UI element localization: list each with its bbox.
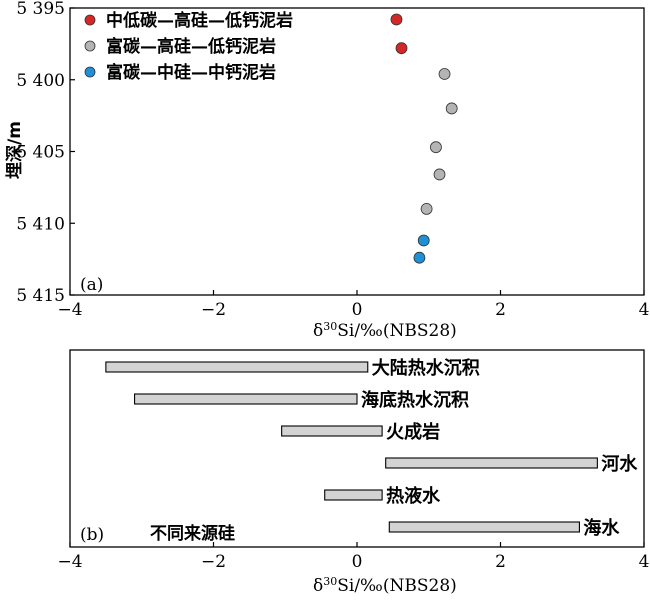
x-tick-label: 0 [352, 552, 363, 572]
x-tick-label: 4 [639, 552, 650, 572]
data-point-series-3 [413, 251, 426, 264]
range-bar [385, 457, 598, 469]
data-point-series-3 [417, 234, 430, 247]
data-point-series-2 [433, 168, 446, 181]
panel-a-points [390, 13, 458, 264]
data-point-series-2 [438, 68, 451, 80]
x-tick-label: 2 [495, 552, 506, 572]
panel-b-frame [69, 349, 645, 548]
panel-a-label: (a) [80, 275, 103, 295]
x-tick-label: 2 [495, 300, 506, 320]
x-tick-label: 4 [639, 300, 650, 320]
legend-entry: 富碳—高硅—低钙泥岩 [106, 36, 276, 57]
panel-a-ticks: −4 −2 0 2 4 5 395 5 400 5 405 5 410 5 415 [16, 0, 649, 320]
y-tick-label: 5 415 [16, 286, 65, 306]
panel-b-ticks: −4 −2 0 2 4 [57, 542, 649, 572]
data-point-series-2 [420, 202, 433, 215]
legend-marker [84, 66, 96, 78]
panel-a-ylabel: 埋深/m [4, 121, 25, 179]
range-label: 河水 [601, 453, 638, 475]
y-tick-label: 5 400 [16, 71, 65, 91]
y-tick-label: 5 410 [16, 214, 65, 234]
range-label: 海水 [583, 517, 620, 539]
range-label: 大陆热水沉积 [372, 357, 480, 379]
data-point-series-2 [445, 102, 458, 115]
range-label: 热液水 [386, 485, 441, 507]
panel-b-annotation: 不同来源硅 [150, 523, 235, 544]
x-tick-label: −2 [201, 300, 226, 320]
range-label: 海底热水沉积 [361, 389, 469, 411]
range-bar [281, 425, 383, 437]
x-tick-label: −4 [57, 300, 82, 320]
legend-marker [84, 40, 96, 52]
range-label: 火成岩 [386, 421, 440, 443]
panel-b-xlabel: δ30Si/‰(NBS28) [313, 575, 457, 597]
range-bar [324, 489, 383, 501]
range-bar [134, 393, 358, 405]
panel-a-scatter: −4 −2 0 2 4 5 395 5 400 5 405 5 410 5 415 中低碳—高硅—… [4, 0, 649, 341]
y-tick-label: 5 395 [16, 0, 65, 19]
range-bar [105, 361, 369, 373]
y-tick-label: 5 405 [16, 143, 65, 163]
legend-entry: 中低碳—高硅—低钙泥岩 [106, 10, 293, 31]
data-point-series-1 [390, 13, 403, 26]
panel-a-xlabel: δ30Si/‰(NBS28) [313, 320, 457, 342]
x-tick-label: −4 [57, 552, 82, 572]
data-point-series-2 [430, 141, 442, 154]
data-point-series-1 [395, 42, 408, 55]
x-tick-label: 0 [352, 300, 363, 320]
x-tick-label: −2 [201, 552, 226, 572]
range-bar [388, 521, 580, 533]
panel-b-label: (b) [80, 525, 104, 545]
legend-marker [84, 14, 96, 26]
legend-entry: 富碳—中硅—中钙泥岩 [106, 62, 276, 83]
